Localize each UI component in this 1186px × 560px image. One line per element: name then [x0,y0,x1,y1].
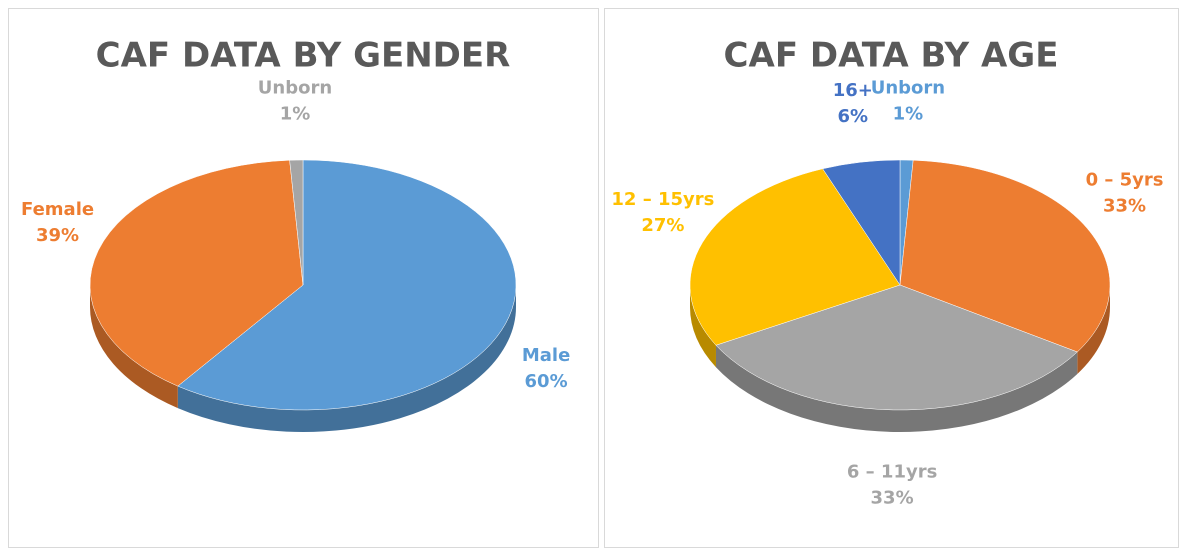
chart-title: CAF DATA BY AGE [724,36,1059,76]
slice-side [177,285,516,433]
data-label-value: 39% [36,225,79,246]
pie-slice [822,159,901,286]
data-label-value: 1% [280,103,311,124]
data-label-category: Unborn [871,77,945,98]
slice-side [715,345,1078,432]
pie-slice [289,159,304,286]
chart-title: CAF DATA BY GENDER [96,36,511,76]
pie-slice [689,168,901,346]
pie-slice [177,159,517,411]
pie-slice [89,159,304,387]
data-label-category: 16+ [833,80,873,101]
data-label-value: 33% [1103,195,1146,216]
data-label-value: 27% [641,215,684,236]
data-label-value: 1% [893,103,924,124]
data-label-category: Female [21,199,94,220]
slice-side [89,285,178,409]
slice-side [1077,285,1110,374]
data-label-value: 60% [525,371,568,392]
data-label-category: 12 – 15yrs [611,189,714,210]
pie-slice [899,159,1111,353]
data-label-value: 6% [837,106,868,127]
data-label-category: Male [522,345,570,366]
data-label-category: 6 – 11yrs [847,462,937,483]
data-label-category: 0 – 5yrs [1086,169,1164,190]
data-label-value: 33% [871,488,914,509]
pie-slice [715,284,1078,411]
slice-side [690,285,716,368]
data-label-category: Unborn [258,77,332,98]
